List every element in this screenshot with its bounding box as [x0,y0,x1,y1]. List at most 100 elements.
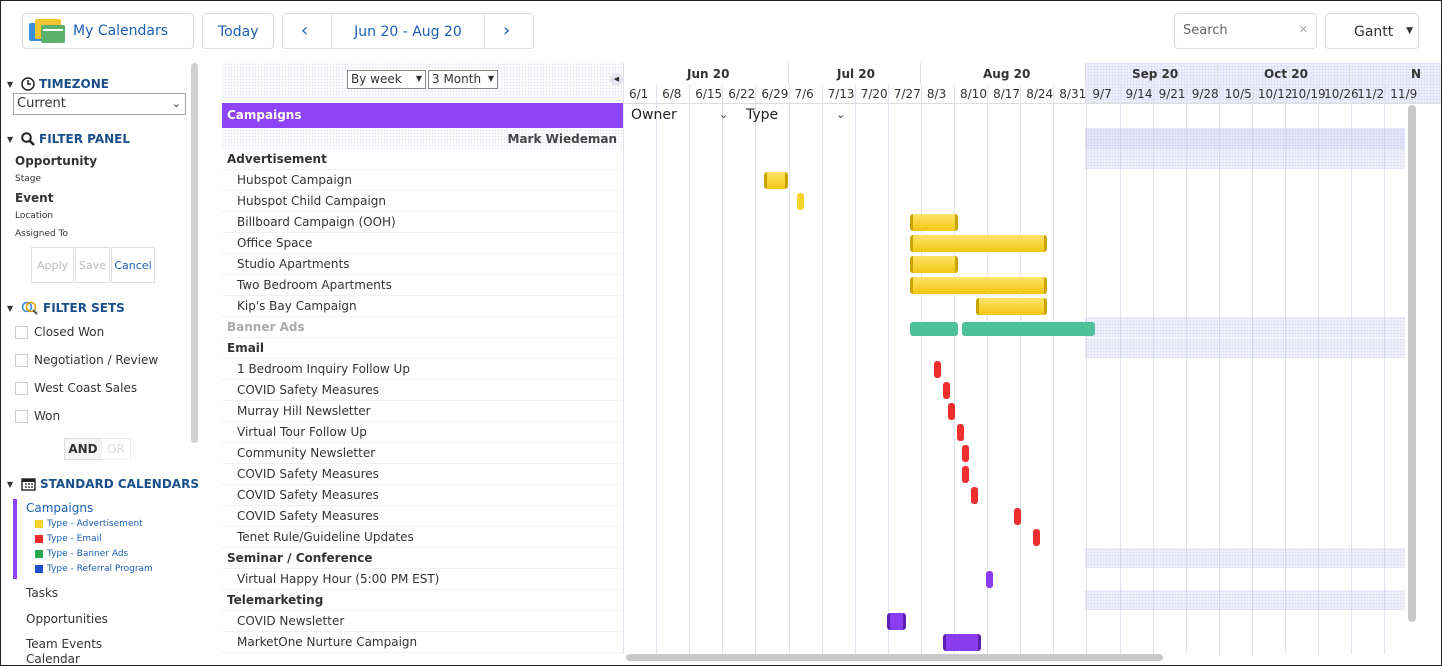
view-select[interactable]: Gantt ▼ [1325,13,1419,49]
campaign-bar[interactable] [962,322,1095,336]
week-label: 9/21 [1158,87,1186,101]
checkbox[interactable] [15,353,28,367]
calendar-label[interactable]: Calendar [26,652,80,666]
event-label: Event [15,191,54,205]
campaign-row-label[interactable]: Studio Apartments [237,257,350,271]
team-events-calendar[interactable]: Team Events [26,637,103,651]
today-label: Today [218,24,259,40]
clear-icon[interactable]: ✕ [1298,23,1308,36]
campaign-row-label[interactable]: COVID Newsletter [237,614,345,628]
campaign-row-label[interactable]: COVID Safety Measures [237,509,379,523]
owner-filter[interactable]: Owner ⌄ [631,107,731,123]
campaign-bar[interactable] [910,322,958,336]
group-row-label: Seminar / Conference [227,551,373,565]
campaign-row-label[interactable]: Virtual Happy Hour (5:00 PM EST) [237,572,440,586]
campaign-row-label[interactable]: Hubspot Child Campaign [237,194,387,208]
filter-set-label: Negotiation / Review [34,353,159,367]
gantt-vertical-scrollbar[interactable] [1408,105,1416,622]
campaign-row-label[interactable]: Hubspot Campaign [237,173,352,187]
filter-set-item[interactable]: Won [15,409,60,423]
campaigns-calendar[interactable]: Campaigns [26,501,94,515]
filter-set-item[interactable]: Negotiation / Review [15,353,158,367]
filter-sets-header[interactable]: ▼ FILTER SETS [7,301,125,315]
campaign-bar[interactable] [948,403,955,420]
row-separator [222,337,623,338]
campaign-bar[interactable] [976,298,1047,315]
date-range-label[interactable]: Jun 20 - Aug 20 [354,24,462,40]
legend-swatch [35,520,43,528]
filter-set-item[interactable]: West Coast Sales [15,381,137,395]
campaign-bar[interactable] [764,172,788,189]
campaign-row-label[interactable]: 1 Bedroom Inquiry Follow Up [237,362,410,376]
month-label: N [1411,67,1422,81]
campaign-bar[interactable] [943,382,950,399]
and-toggle[interactable]: AND [64,438,102,460]
filter-panel-header[interactable]: ▼ FILTER PANEL [7,132,130,146]
checkbox[interactable] [15,381,28,395]
legend-label: Type - Banner Ads [47,549,129,559]
type-filter[interactable]: Type ⌄ [746,107,846,123]
campaign-row-label[interactable]: COVID Safety Measures [237,488,379,502]
group-by-select[interactable]: By week ▼ [347,70,426,89]
week-gridline [1185,84,1187,654]
campaign-bar[interactable] [957,424,964,441]
campaign-row-label[interactable]: Virtual Tour Follow Up [237,425,367,439]
campaign-row-label[interactable]: COVID Safety Measures [237,383,379,397]
apply-button[interactable]: Apply [31,247,74,283]
assigned-to-filter[interactable]: Assigned To [15,229,69,239]
timezone-select[interactable]: Current ⌄ [13,93,186,115]
or-toggle[interactable]: OR [101,438,131,460]
campaign-bar[interactable] [934,361,941,378]
campaign-bar[interactable] [986,571,993,588]
campaign-bar[interactable] [910,235,1047,252]
campaign-bar[interactable] [887,613,906,630]
legend-item: Type - Advertisement [35,519,143,529]
checkbox[interactable] [15,409,28,423]
row-separator [222,589,623,590]
next-button[interactable]: › [484,14,533,48]
campaign-bar[interactable] [962,466,969,483]
campaign-bar[interactable] [1014,508,1021,525]
campaign-bar[interactable] [910,256,958,273]
previous-button[interactable]: ‹ [283,14,332,48]
standard-calendars-header[interactable]: ▼ STANDARD CALENDARS [7,477,199,491]
campaign-row-label[interactable]: COVID Safety Measures [237,467,379,481]
campaign-row-label[interactable]: Office Space [237,236,313,250]
campaign-row-label[interactable]: Tenet Rule/Guideline Updates [237,530,414,544]
campaign-bar[interactable] [962,445,969,462]
campaign-bar[interactable] [910,214,958,231]
save-button[interactable]: Save [75,247,110,283]
week-gridline [656,84,658,654]
campaign-row-label[interactable]: Community Newsletter [237,446,376,460]
week-gridline [1086,84,1088,654]
stage-filter[interactable]: Stage [15,174,42,184]
campaign-bar[interactable] [797,193,804,210]
tasks-calendar[interactable]: Tasks [26,586,59,600]
campaign-row-label[interactable]: Kip's Bay Campaign [237,299,357,313]
today-button[interactable]: Today [202,13,274,49]
campaign-row-label[interactable]: Two Bedroom Apartments [237,278,392,292]
timeline-header [623,63,1441,104]
collapse-pane-button[interactable]: ◀ [610,73,623,86]
timezone-header[interactable]: ▼ TIMEZONE [7,77,109,91]
month-divider [1349,63,1350,84]
campaign-bar[interactable] [910,277,1047,294]
span-select[interactable]: 3 Month ▼ [428,70,498,89]
campaign-row-label[interactable]: Murray Hill Newsletter [237,404,371,418]
opportunities-calendar[interactable]: Opportunities [26,612,108,626]
campaign-row-label[interactable]: Billboard Campaign (OOH) [237,215,396,229]
chevron-right-icon: › [503,20,511,41]
location-filter[interactable]: Location [15,211,54,221]
filter-set-item[interactable]: Closed Won [15,325,104,339]
campaign-bar[interactable] [943,634,981,651]
sidebar-scrollbar[interactable] [191,63,198,443]
cancel-button[interactable]: Cancel [111,247,155,283]
campaign-row-label[interactable]: MarketOne Nurture Campaign [237,635,418,649]
gantt-horizontal-scrollbar[interactable] [626,654,1163,661]
my-calendars-button[interactable]: My Calendars [22,13,194,49]
group-row-label: Banner Ads [227,320,305,334]
campaign-bar[interactable] [1033,529,1040,546]
search-input[interactable]: Search ✕ [1174,13,1317,49]
checkbox[interactable] [15,325,28,339]
campaign-bar[interactable] [971,487,978,504]
